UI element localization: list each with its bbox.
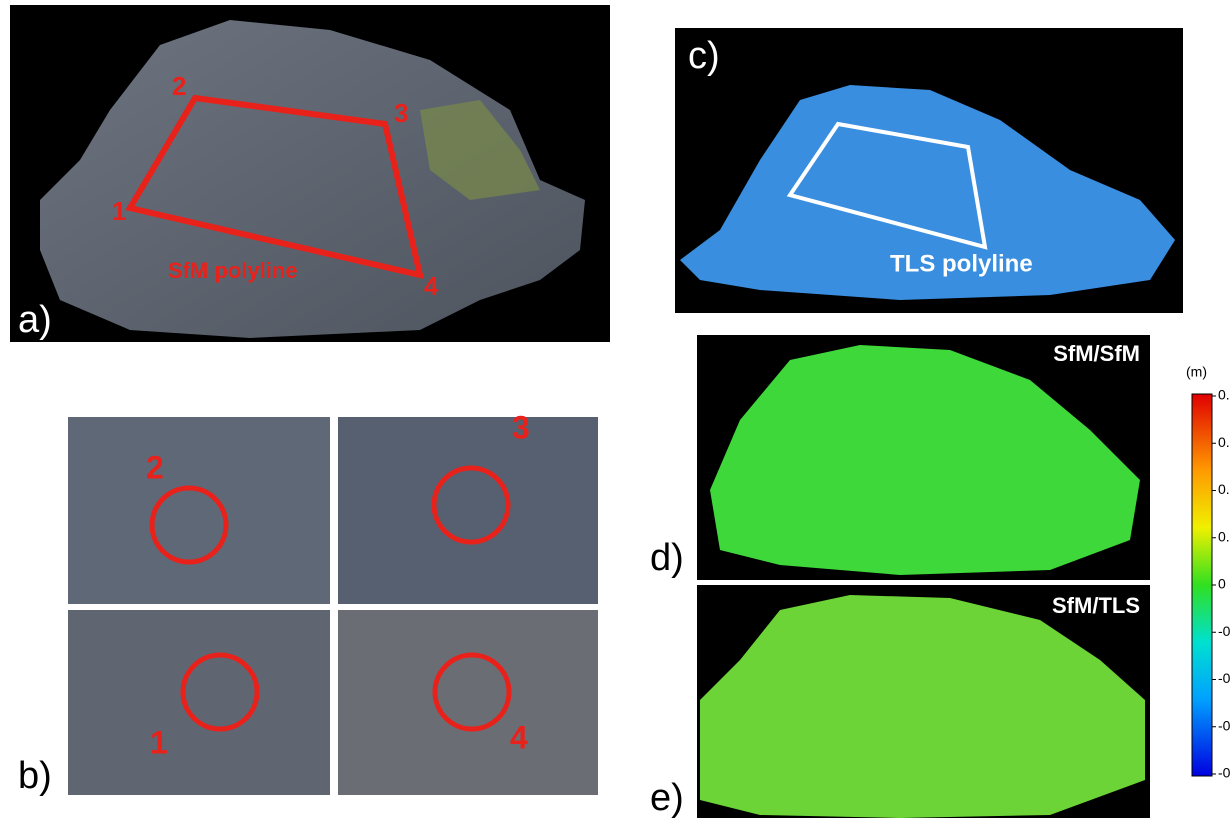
tick-label: 0.01 bbox=[1218, 528, 1230, 544]
tick-label: -0.02 bbox=[1218, 670, 1230, 686]
figure: 1 2 3 4 SfM polyline a) TLS polyline c) … bbox=[0, 0, 1230, 820]
point-label: 3 bbox=[512, 409, 530, 445]
panel-label: e) bbox=[650, 777, 684, 819]
panel-a: 1 2 3 4 SfM polyline a) bbox=[10, 5, 610, 342]
tick-label: -0.04 bbox=[1218, 765, 1230, 781]
panel-b: 2 3 1 4 b) bbox=[18, 409, 598, 797]
tick-label: 0.03 bbox=[1218, 434, 1230, 450]
image-tile bbox=[338, 610, 598, 795]
tick-label: 0.02 bbox=[1218, 481, 1230, 497]
panel-e: SfM/TLS e) bbox=[650, 585, 1150, 819]
colorbar: (m) 0.04 0.03 0.02 0.01 0 -0.01 -0.02 -0.03 -0.0… bbox=[1186, 364, 1230, 781]
image-tile bbox=[68, 610, 330, 795]
point-label: 2 bbox=[172, 71, 186, 101]
panel-caption: SfM/TLS bbox=[1052, 593, 1140, 618]
tick-label: -0.03 bbox=[1218, 717, 1230, 733]
panel-d: SfM/SfM d) bbox=[650, 335, 1150, 580]
point-label: 4 bbox=[424, 271, 439, 301]
point-label: 1 bbox=[112, 196, 126, 226]
panel-label: d) bbox=[650, 537, 684, 579]
tick-label: 0.04 bbox=[1218, 387, 1230, 403]
tick-label: -0.01 bbox=[1218, 623, 1230, 639]
image-tile bbox=[68, 417, 330, 604]
polyline-label: TLS polyline bbox=[890, 250, 1033, 277]
point-label: 2 bbox=[146, 449, 164, 485]
panel-label: c) bbox=[688, 35, 720, 77]
panel-label: b) bbox=[18, 755, 52, 797]
colorbar-scale bbox=[1192, 394, 1212, 776]
colorbar-unit: (m) bbox=[1186, 364, 1207, 380]
point-label: 4 bbox=[510, 719, 528, 755]
tick-label: 0 bbox=[1218, 576, 1226, 592]
polyline-label: SfM polyline bbox=[168, 258, 298, 283]
panel-label: a) bbox=[18, 299, 52, 341]
point-label: 1 bbox=[150, 724, 168, 760]
image-tile bbox=[338, 417, 598, 604]
panel-caption: SfM/SfM bbox=[1053, 341, 1140, 366]
panel-c: TLS polyline c) bbox=[675, 28, 1183, 313]
point-label: 3 bbox=[394, 98, 408, 128]
